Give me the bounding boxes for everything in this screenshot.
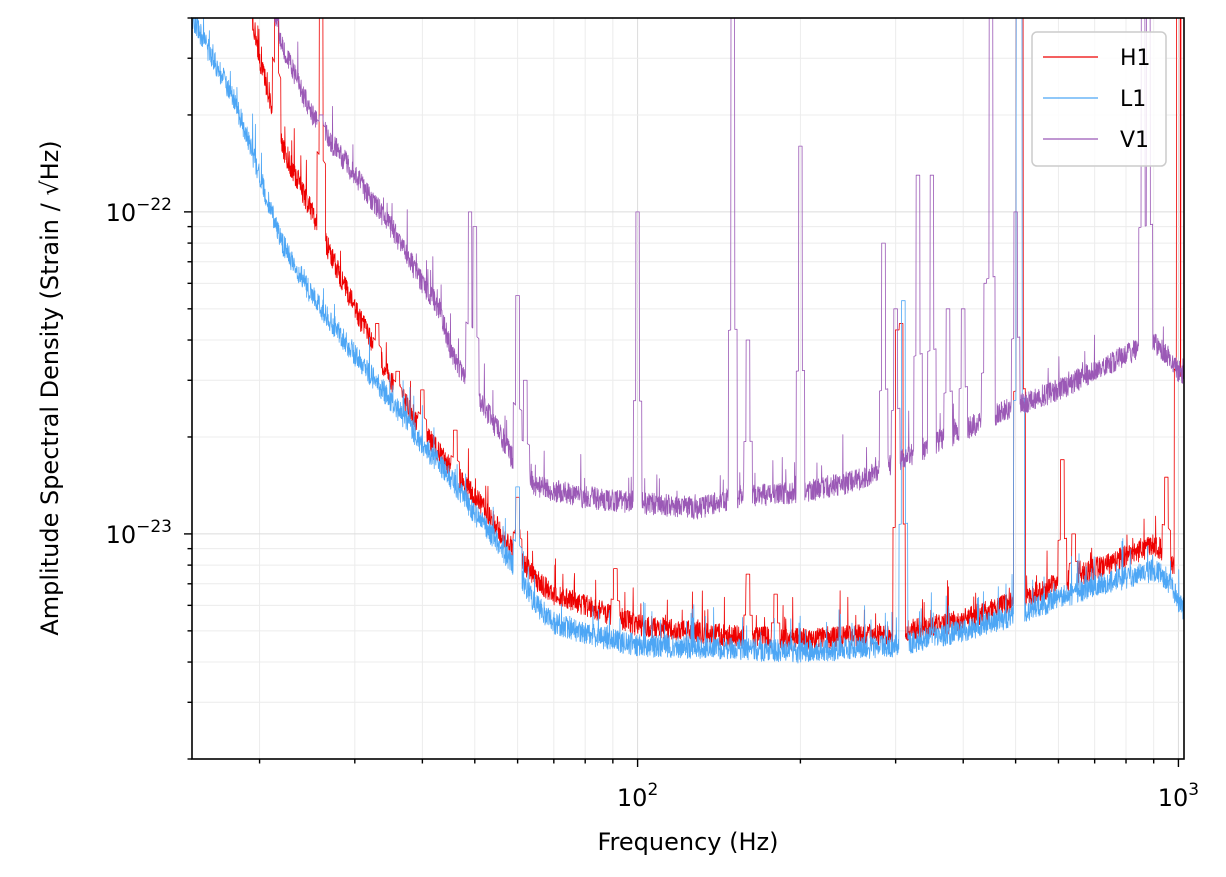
plot-frame [191,17,1185,760]
legend-label-v1: V1 [1120,128,1149,153]
y-tick-label: 10−22 [106,195,172,227]
x-axis-label: Frequency (Hz) [598,828,779,856]
ticks: 102 103 10−23 10−22 [106,17,1199,812]
legend-label-h1: H1 [1120,46,1151,71]
y-axis-label: Amplitude Spectral Density (Strain / √Hz… [36,140,64,635]
series-line-v1 [274,18,1184,520]
series-line-l1 [192,18,1184,664]
legend-box [1031,31,1167,167]
series-layer [192,18,1184,664]
series-line-h1 [252,18,1182,651]
x-tick-label: 102 [617,780,658,812]
grid [192,18,1184,759]
legend: H1 L1 V1 [1031,31,1167,167]
x-tick-label: 103 [1158,780,1199,812]
y-tick-label: 10−23 [106,517,172,549]
legend-label-l1: L1 [1120,87,1146,112]
